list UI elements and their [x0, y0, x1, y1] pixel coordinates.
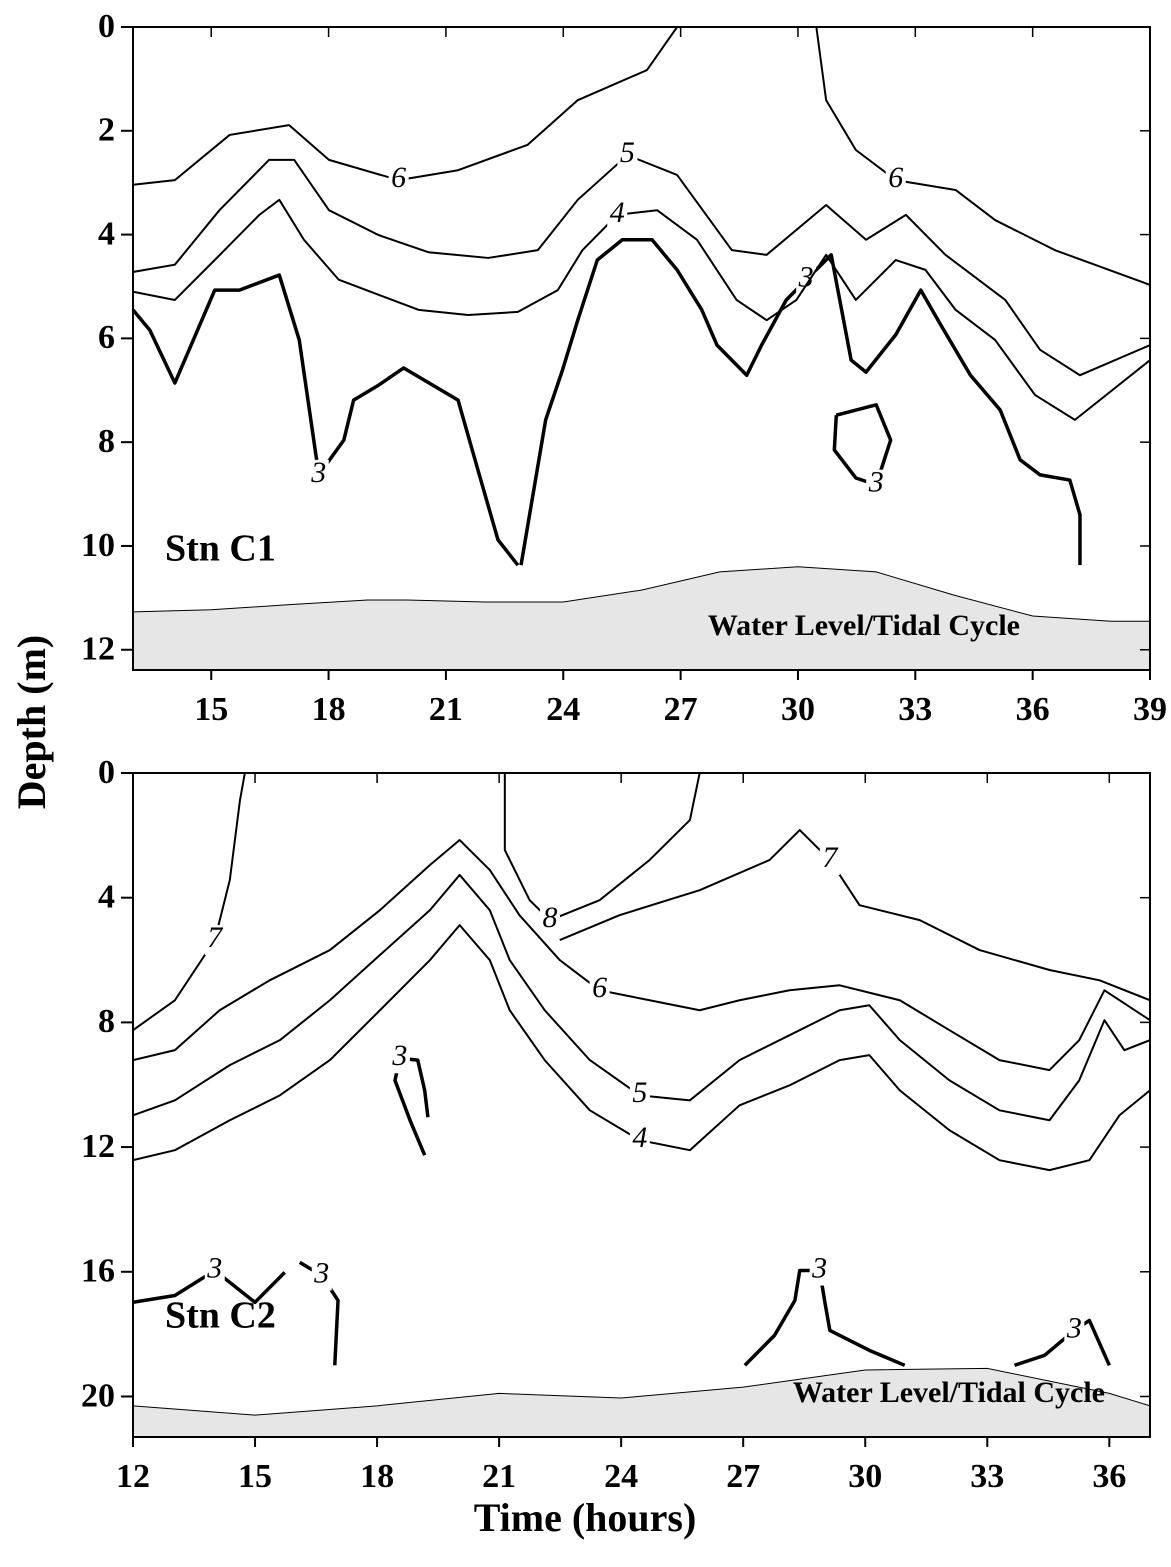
contour-label-bg	[388, 165, 409, 196]
contour-label: 3	[391, 1039, 407, 1072]
contour-label-bg	[204, 1255, 225, 1286]
contour-line	[133, 773, 246, 1031]
x-tick-label: 30	[781, 691, 815, 728]
x-tick-label: 18	[312, 691, 346, 728]
y-tick-label: 12	[81, 631, 115, 668]
contour-line	[133, 273, 520, 567]
contour-label-bg	[866, 469, 887, 500]
contour-label-bg	[204, 925, 225, 956]
x-tick-label: 36	[1092, 1458, 1126, 1495]
x-axis-title: Time (hours)	[474, 1495, 697, 1540]
contour-label: 4	[632, 1121, 647, 1154]
x-tick-label: 27	[726, 1458, 760, 1495]
contour-label: 6	[391, 161, 406, 194]
contour-label: 3	[1066, 1311, 1082, 1344]
y-tick-label: 0	[98, 8, 115, 45]
contour-label: 7	[822, 841, 839, 874]
y-tick-label: 10	[81, 527, 115, 564]
x-tick-label: 27	[664, 691, 698, 728]
x-tick-label: 24	[604, 1458, 638, 1495]
contour-line	[133, 839, 1150, 1072]
tide-annotation: Water Level/Tidal Cycle	[793, 1376, 1105, 1409]
contour-label-bg	[885, 165, 906, 196]
contour-label: 6	[888, 161, 903, 194]
y-tick-label: 4	[98, 215, 115, 252]
x-tick-label: 30	[848, 1458, 882, 1495]
x-tick-label: 15	[238, 1458, 272, 1495]
x-tick-label: 24	[546, 691, 580, 728]
y-tick-label: 2	[98, 112, 115, 149]
contour-label-bg	[809, 1255, 830, 1286]
x-tick-label: 21	[482, 1458, 516, 1495]
y-axis-title: Depth (m)	[9, 635, 54, 809]
contour-label-bg	[629, 1125, 650, 1156]
y-tick-label: 4	[98, 878, 115, 915]
y-tick-label: 20	[81, 1377, 115, 1414]
contour-label-bg	[796, 264, 817, 295]
plot-frame	[132, 772, 1151, 1438]
contour-label-bg	[311, 1260, 332, 1291]
contour-label: 5	[620, 136, 635, 169]
contour-label-bg	[539, 905, 560, 936]
contour-label: 3	[798, 261, 814, 294]
contour-label-bg	[617, 140, 638, 171]
plot-area: 3 3 3 4 5 6 6	[133, 27, 1150, 670]
x-tick-label: 33	[970, 1458, 1004, 1495]
contour-label-bg	[589, 975, 610, 1006]
contour-line	[133, 873, 1150, 1122]
y-tick-label: 0	[98, 754, 115, 791]
contour-label-bg	[819, 844, 840, 875]
tide-annotation: Water Level/Tidal Cycle	[708, 609, 1020, 642]
tide-area	[133, 1367, 1150, 1437]
contour-label-bg	[308, 459, 329, 490]
x-tick-label: 33	[898, 691, 932, 728]
contour-label-bg	[1064, 1315, 1085, 1346]
contour-label: 3	[868, 466, 884, 499]
contour-label: 7	[207, 921, 224, 954]
y-tick-label: 12	[81, 1128, 115, 1165]
contour-label: 8	[542, 901, 557, 934]
station-label: Stn C2	[165, 1295, 276, 1337]
contour-line	[559, 829, 1150, 1002]
y-tick-label: 6	[98, 319, 115, 356]
contour-label: 3	[313, 1256, 329, 1289]
contour-line	[503, 773, 701, 922]
contour-label: 4	[610, 196, 625, 229]
contour-line	[133, 198, 1150, 421]
x-tick-label: 12	[116, 1458, 150, 1495]
station-label: Stn C1	[165, 528, 276, 570]
contour-label-bg	[629, 1080, 650, 1111]
y-tick-label: 8	[98, 423, 115, 460]
contour-line	[815, 27, 1150, 286]
x-tick-label: 39	[1133, 691, 1167, 728]
y-tick-label: 8	[98, 1003, 115, 1040]
contour-label: 3	[206, 1251, 222, 1284]
x-tick-label: 36	[1016, 691, 1050, 728]
contour-label-bg	[389, 1043, 410, 1074]
tide-area	[133, 566, 1150, 670]
contour-label: 5	[632, 1076, 647, 1109]
plot-frame	[132, 26, 1151, 671]
plot-area: 3 3 3 3 3 4 5 6 7 7 8	[133, 773, 1150, 1437]
contour-label: 3	[310, 456, 326, 489]
y-tick-label: 16	[81, 1253, 115, 1290]
x-tick-label: 21	[429, 691, 463, 728]
x-tick-label: 18	[360, 1458, 394, 1495]
contour-label: 6	[592, 971, 607, 1004]
contour-label-bg	[607, 199, 628, 230]
contour-label: 3	[811, 1251, 827, 1284]
x-tick-label: 15	[194, 691, 228, 728]
